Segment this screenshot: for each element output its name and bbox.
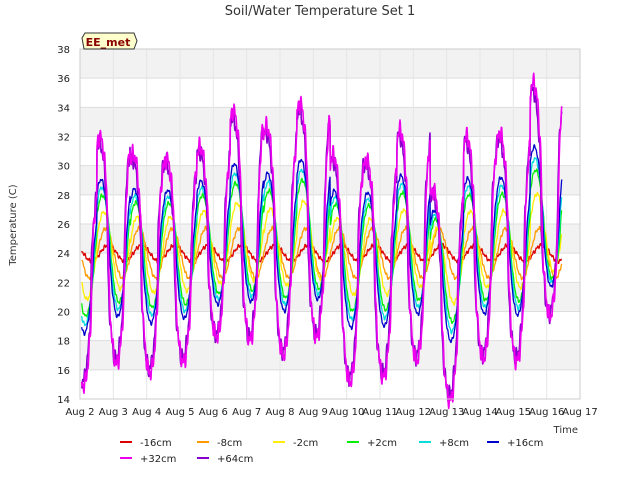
x-tick-label: Aug 10: [329, 407, 364, 418]
legend-item--2cm: -2cm: [273, 438, 318, 449]
band: [80, 340, 580, 370]
x-tick-label: Aug 11: [362, 407, 397, 418]
legend-label: +2cm: [367, 438, 397, 449]
legend-label: -16cm: [140, 438, 172, 449]
x-tick-label: Aug 13: [429, 407, 464, 418]
legend-label: +8cm: [439, 438, 469, 449]
band: [80, 49, 580, 79]
x-tick-label: Aug 14: [462, 407, 497, 418]
x-axis-label: Time: [553, 425, 578, 436]
x-tick-label: Aug 9: [299, 407, 328, 418]
x-tick-label: Aug 12: [396, 407, 431, 418]
y-tick-label: 28: [57, 191, 70, 202]
series-lines: [80, 72, 563, 410]
y-tick-label: 30: [57, 162, 70, 173]
legend-item--16cm: -16cm: [120, 438, 172, 449]
y-tick-labels: 14 16 18 20 22 24 26 28 30 32 34 36 38: [57, 45, 70, 406]
x-tick-label: Aug 15: [496, 407, 531, 418]
y-tick-label: 32: [57, 133, 70, 144]
x-tick-labels: Aug 2 Aug 3 Aug 4 Aug 5 Aug 6 Aug 7 Aug 8 Aug 9…: [65, 407, 597, 418]
y-axis-label: Temperature (C): [8, 184, 19, 266]
station-badge: EE_met: [81, 32, 138, 50]
plot-frame: [79, 48, 581, 400]
y-tick-label: 36: [57, 74, 70, 85]
chart-title: Soil/Water Temperature Set 1: [225, 4, 416, 19]
legend-label: +64cm: [217, 454, 253, 465]
legend-label: +32cm: [140, 454, 176, 465]
legend-item-+64cm: +64cm: [197, 454, 253, 465]
x-tick-label: Aug 16: [529, 407, 564, 418]
legend-label: -8cm: [217, 438, 242, 449]
legend-label: -2cm: [293, 438, 318, 449]
y-tick-label: 34: [57, 103, 70, 114]
legend-label: +16cm: [507, 438, 543, 449]
x-tick-label: Aug 8: [265, 407, 294, 418]
band: [80, 282, 580, 312]
y-tick-label: 18: [57, 337, 70, 348]
x-tick-label: Aug 6: [199, 407, 228, 418]
badge-label: EE_met: [86, 36, 131, 49]
series-line-+32cm: [80, 72, 563, 410]
y-tick-label: 26: [57, 220, 70, 231]
y-tick-label: 22: [57, 278, 70, 289]
x-tick-label: Aug 3: [99, 407, 128, 418]
x-tick-label: Aug 17: [562, 407, 597, 418]
badge-box: [81, 32, 138, 50]
axes: [79, 48, 581, 400]
legend-item-+2cm: +2cm: [347, 438, 397, 449]
legend-item-+8cm: +8cm: [419, 438, 469, 449]
x-tick-label: Aug 4: [132, 407, 161, 418]
legend-item--8cm: -8cm: [197, 438, 242, 449]
y-tick-label: 16: [57, 366, 70, 377]
x-tick-label: Aug 5: [165, 407, 194, 418]
y-tick-label: 24: [57, 249, 70, 260]
series-line--2cm: [81, 192, 563, 306]
x-tick-label: Aug 2: [65, 407, 94, 418]
x-tick-label: Aug 7: [232, 407, 261, 418]
y-tick-label: 14: [57, 395, 70, 406]
legend: -16cm -8cm -2cm +2cm +8cm +16cm +32cm +64cm: [120, 438, 543, 465]
legend-item-+16cm: +16cm: [487, 438, 543, 449]
legend-item-+32cm: +32cm: [120, 454, 176, 465]
y-tick-label: 20: [57, 308, 70, 319]
y-tick-label: 38: [57, 45, 70, 56]
